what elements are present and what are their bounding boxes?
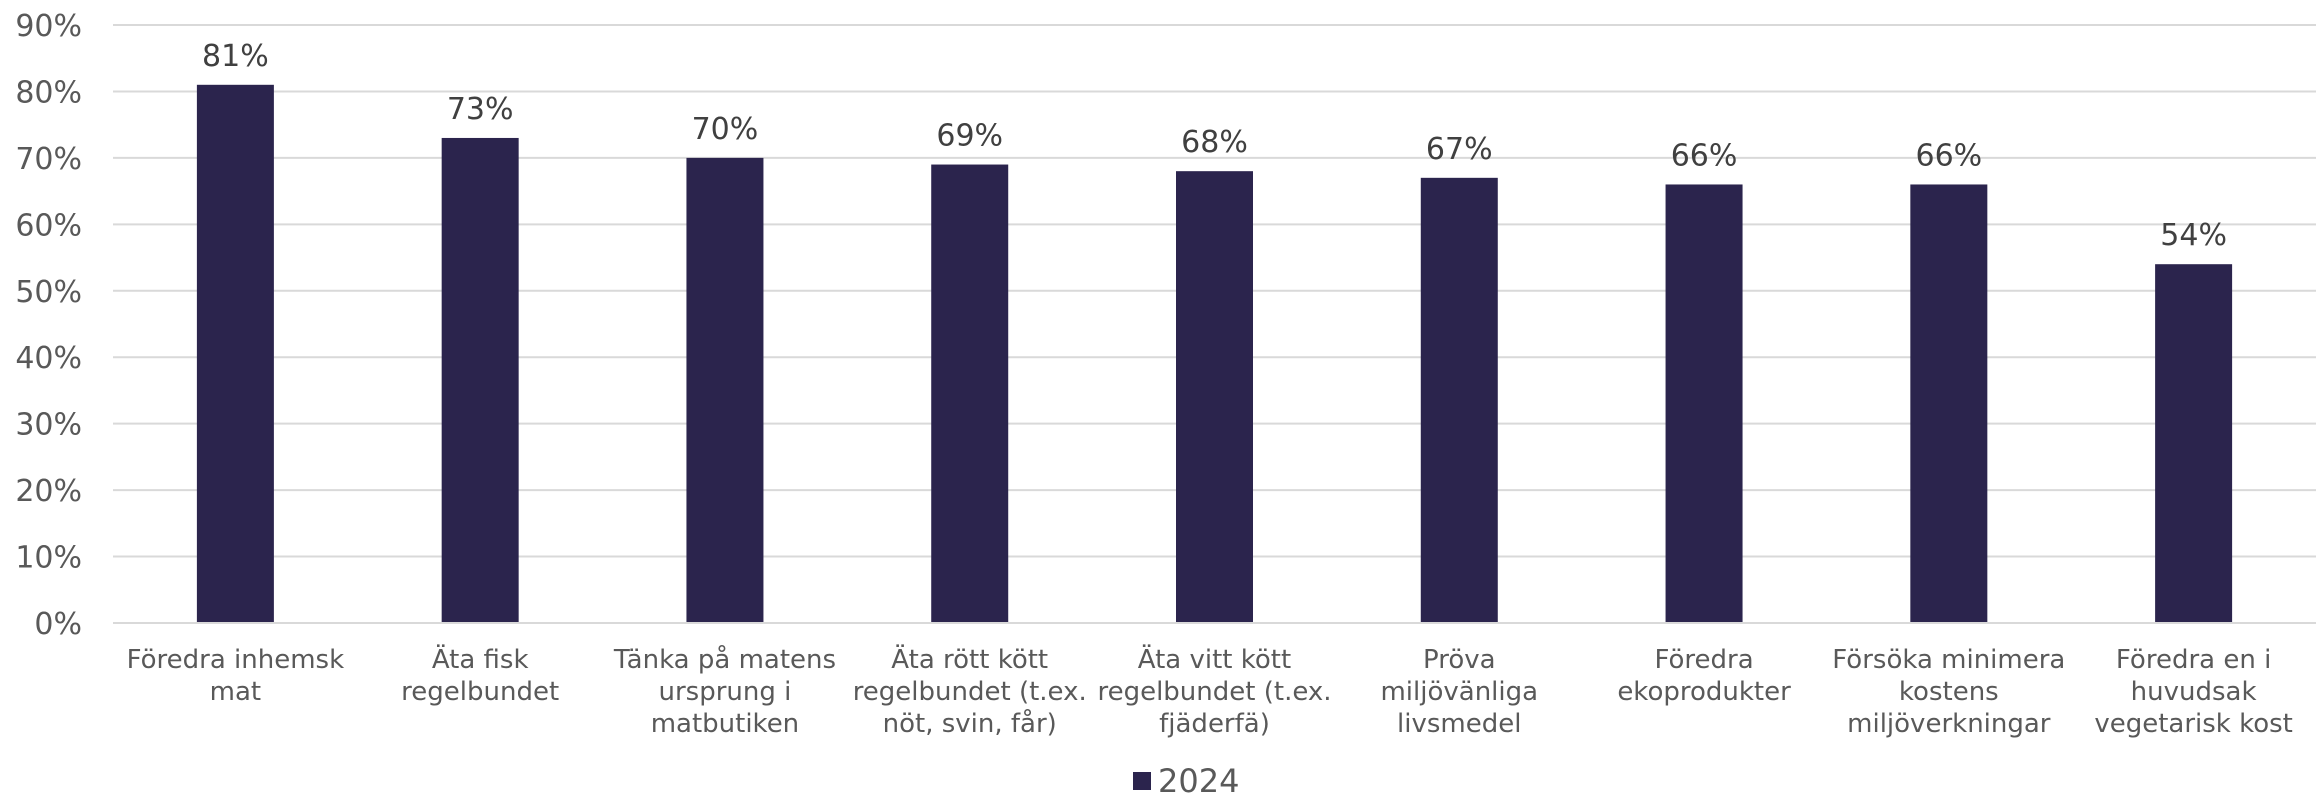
x-tick-label: livsmedel <box>1397 709 1521 739</box>
y-tick-label: 10% <box>15 541 82 576</box>
bar <box>1420 177 1498 624</box>
x-tick-label: matbutiken <box>651 709 799 739</box>
x-tick-label: huvudsak <box>2131 677 2257 707</box>
x-tick-label: regelbundet (t.ex. <box>853 677 1087 707</box>
x-tick-label: Föredra inhemsk <box>127 645 345 675</box>
bar <box>931 164 1009 624</box>
x-tick-label: vegetarisk kost <box>2094 709 2293 739</box>
y-tick-label: 40% <box>15 341 82 376</box>
data-label: 66% <box>1671 138 1738 173</box>
data-label: 54% <box>2160 218 2227 253</box>
bar <box>1910 184 1988 623</box>
legend-swatch <box>1133 772 1151 790</box>
x-tick-label: miljövänliga <box>1380 677 1538 707</box>
x-tick-label: Äta fisk <box>432 643 529 675</box>
data-label: 69% <box>936 119 1003 154</box>
bar <box>1665 184 1743 623</box>
x-tick-label: ursprung i <box>659 677 792 707</box>
data-label: 70% <box>692 112 759 147</box>
x-tick-label: nöt, svin, får) <box>883 708 1057 739</box>
bar <box>2155 264 2233 623</box>
x-tick-label: Pröva <box>1423 645 1496 675</box>
y-tick-label: 70% <box>15 142 82 177</box>
x-tick-label: regelbundet <box>401 677 559 707</box>
y-tick-label: 20% <box>15 474 82 509</box>
y-tick-label: 50% <box>15 275 82 310</box>
legend-label: 2024 <box>1158 762 1239 796</box>
x-tick-label: kostens <box>1899 677 1999 707</box>
data-label: 68% <box>1181 125 1248 160</box>
data-label: 81% <box>202 39 269 74</box>
bar <box>686 157 764 623</box>
x-tick-label: Äta rött kött <box>891 643 1048 675</box>
x-tick-label: miljöverkningar <box>1847 709 2051 739</box>
x-tick-label: fjäderfä) <box>1159 709 1270 739</box>
y-tick-label: 60% <box>15 208 82 243</box>
x-tick-label: ekoprodukter <box>1617 677 1791 707</box>
y-tick-label: 0% <box>34 607 82 642</box>
bar <box>441 137 519 623</box>
y-tick-label: 80% <box>15 75 82 110</box>
x-tick-label: Tänka på matens <box>613 644 836 675</box>
x-tick-label: Föredra <box>1654 645 1753 675</box>
x-tick-label: Föredra en i <box>2116 645 2271 675</box>
x-tick-label: mat <box>210 677 261 707</box>
data-label: 67% <box>1426 132 1493 167</box>
data-label: 73% <box>447 92 514 127</box>
x-tick-label: Äta vitt kött <box>1138 643 1291 675</box>
data-label: 66% <box>1915 138 1982 173</box>
y-tick-label: 30% <box>15 408 82 443</box>
bar <box>196 84 274 624</box>
y-tick-label: 90% <box>15 9 82 44</box>
bar <box>1176 171 1253 623</box>
x-tick-label: Försöka minimera <box>1832 645 2065 675</box>
x-tick-label: regelbundet (t.ex. <box>1097 677 1331 707</box>
